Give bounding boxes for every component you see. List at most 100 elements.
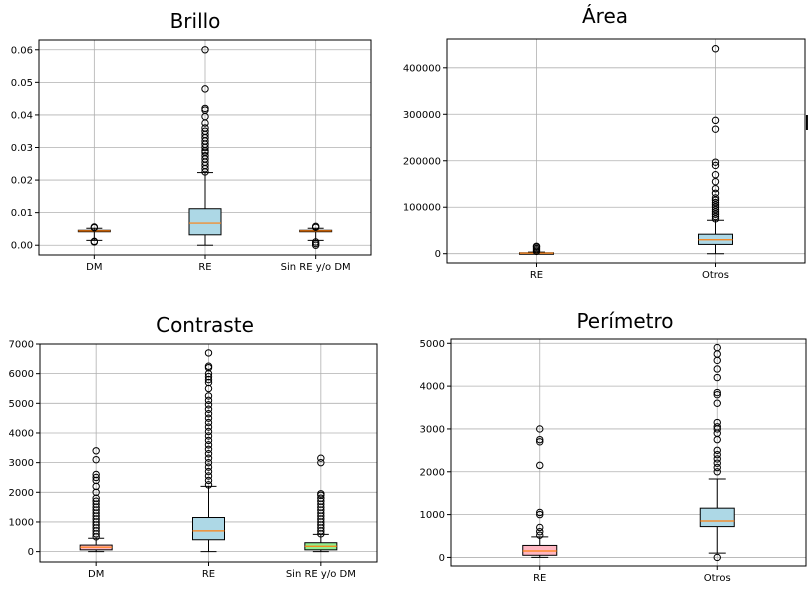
y-tick-label: 200000 [403,156,441,167]
outlier-point [204,414,213,422]
box-re [192,517,225,541]
outlier-point [711,184,720,193]
outlier-point [713,418,721,427]
chart-title: Perímetro [576,309,673,333]
outlier-point [536,510,544,519]
outlier-point [711,201,720,209]
y-tick-label: 3000 [9,458,34,469]
outlier-point [201,85,209,93]
outlier-point [204,410,213,418]
y-tick-label: 0.00 [11,241,33,252]
outlier-point [713,459,721,467]
outlier-point [204,427,213,436]
y-tick-label: 0 [435,249,441,260]
outlier-point [536,528,544,536]
outlier-point [204,454,213,462]
y-tick-label: 300000 [403,110,441,121]
x-tick-label: RE [198,262,211,273]
y-tick-label: 1000 [420,510,445,521]
outlier-point [713,468,721,476]
outlier-point [204,458,213,467]
y-tick-label: 4000 [9,428,34,439]
outlier-point [713,463,721,472]
outlier-point [713,450,721,459]
x-tick-label: Otros [702,270,729,281]
chart-panel-brillo: 0.00 0.01 0.02 0.03 0.04 0.05 0.06 DM RE Sin RE y… [11,9,372,273]
outlier-point [713,390,721,399]
outlier-point [201,46,209,54]
y-tick-label: 0.06 [11,45,33,56]
outlier-point [536,435,544,444]
axes-frame [446,38,806,264]
chart-panel-contraste: 0 1000 2000 3000 4000 5000 6000 7000 DM RE Sin RE … [9,313,378,580]
outlier-point [536,461,544,470]
y-tick-label: 6000 [9,369,34,380]
outlier-point [204,396,213,405]
y-tick-label: 0.01 [11,208,33,219]
outlier-point [713,343,721,352]
outlier-point [711,45,720,53]
outlier-point [536,523,544,532]
outlier-point [204,401,213,409]
y-tick-label: 0.04 [11,110,33,121]
axes-frame [450,338,807,567]
outlier-point [92,455,100,464]
box-re [522,544,558,556]
outlier-point [204,362,213,370]
y-tick-label: 0 [439,553,445,564]
outlier-point [90,237,99,246]
y-tick-label: 0.05 [11,78,33,89]
outlier-point [536,438,544,446]
x-tick-label: RE [202,569,215,580]
x-tick-label: DM [88,569,104,580]
outlier-point [317,490,325,498]
outlier-point [317,454,325,462]
x-tick-label: RE [530,270,543,281]
y-tick-label: 5000 [420,339,445,350]
outlier-point [90,223,99,231]
outlier-point [711,203,720,211]
y-tick-label: 0.02 [11,176,33,187]
outlier-point [711,205,720,214]
chart-title: Brillo [170,9,221,33]
outlier-point [536,508,544,517]
box-otros [699,507,735,528]
box-re [188,208,222,236]
outlier-point [204,392,213,400]
outlier-point [711,189,720,197]
y-tick-label: 3000 [420,424,445,435]
outlier-point [711,158,720,166]
outlier-point [92,447,100,455]
outlier-point [711,194,720,202]
chart-panel-area: 0 100000 200000 300000 400000 RE Otros Área [403,4,806,281]
y-tick-label: 1000 [9,517,34,528]
outlier-point [713,373,721,382]
outlier-point [204,405,213,413]
outlier-point [311,222,320,231]
outlier-point [201,127,209,135]
outlier-point [711,171,720,179]
outlier-point [92,497,100,505]
outlier-point [201,124,209,132]
outlier-point [536,425,544,433]
outlier-point [711,196,720,204]
y-tick-label: 5000 [9,399,34,410]
y-tick-label: 2000 [9,488,34,499]
x-tick-label: Sin RE y/o DM [286,569,356,580]
outlier-point [317,458,325,467]
outlier-point [204,467,213,476]
y-tick-label: 400000 [403,63,441,74]
outlier-point [713,455,721,463]
outlier-point [204,423,213,431]
outlier-point [713,446,721,455]
outlier-point [711,116,720,125]
y-tick-label: 100000 [403,203,441,214]
x-tick-label: Otros [704,573,731,584]
outlier-point [204,481,213,489]
cut-off-text: I [804,111,810,135]
outlier-point [204,441,213,449]
outlier-point [204,436,213,445]
outlier-point [204,418,213,427]
outlier-point [713,553,721,562]
